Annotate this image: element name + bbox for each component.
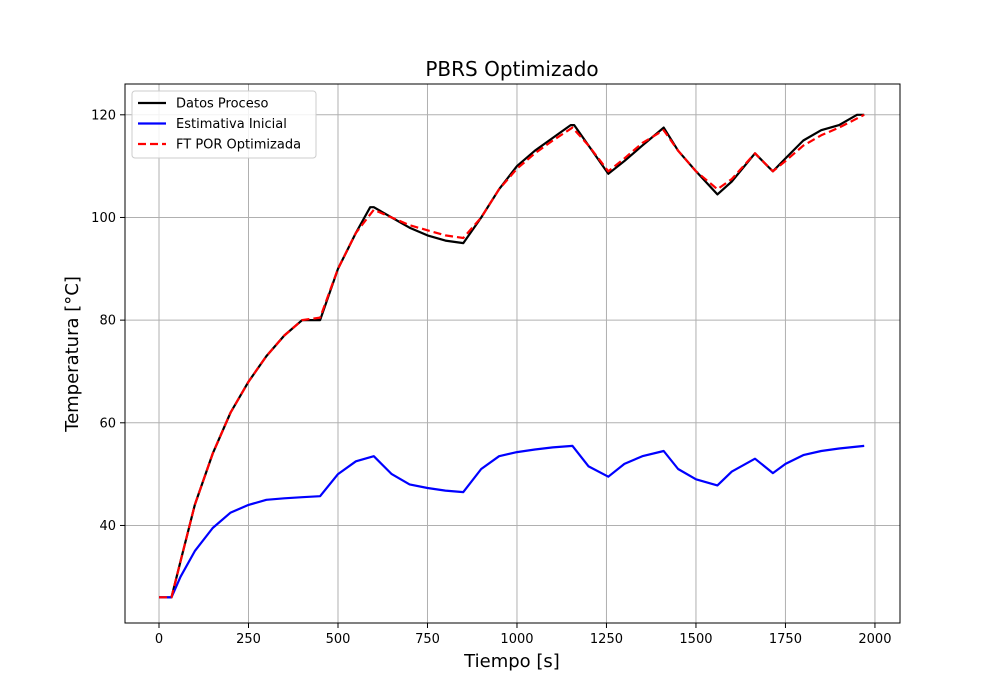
x-tick-label: 500: [326, 632, 351, 647]
series-line-1: [159, 113, 865, 599]
x-axis-label: Tiempo [s]: [463, 651, 560, 672]
y-axis-label: Temperatura [°C]: [62, 276, 83, 433]
series-layer: [159, 113, 865, 599]
y-tick-label: 60: [99, 416, 116, 431]
legend-label-2: Estimativa Inicial: [176, 117, 287, 132]
x-tick-label: 1250: [590, 632, 623, 647]
y-tick-label: 80: [99, 314, 116, 329]
y-tick-label: 120: [91, 108, 116, 123]
y-tick-label: 40: [99, 519, 116, 534]
y-tick-label: 100: [91, 211, 116, 226]
x-tick-label: 1750: [769, 632, 802, 647]
x-tick-label: 250: [236, 632, 261, 647]
series-line-2: [159, 444, 865, 599]
legend-label-3: FT POR Optimizada: [176, 138, 301, 153]
x-tick-label: 0: [155, 632, 163, 647]
x-tick-label: 750: [415, 632, 440, 647]
legend-label-1: Datos Proceso: [176, 97, 268, 112]
ticks: 0 250 500 750 1000 1250 1500 1750 2000 40 60 80 100 1…: [91, 108, 891, 647]
chart-title: PBRS Optimizado: [425, 57, 598, 81]
x-tick-label: 2000: [858, 632, 891, 647]
series-line-3: [159, 113, 865, 599]
plot-frame: [124, 83, 901, 624]
x-tick-label: 1500: [679, 632, 712, 647]
x-tick-label: 1000: [500, 632, 533, 647]
legend: Datos Proceso Estimativa Inicial FT POR Op…: [131, 90, 317, 159]
legend-box: [131, 90, 317, 159]
grid: [125, 84, 900, 623]
